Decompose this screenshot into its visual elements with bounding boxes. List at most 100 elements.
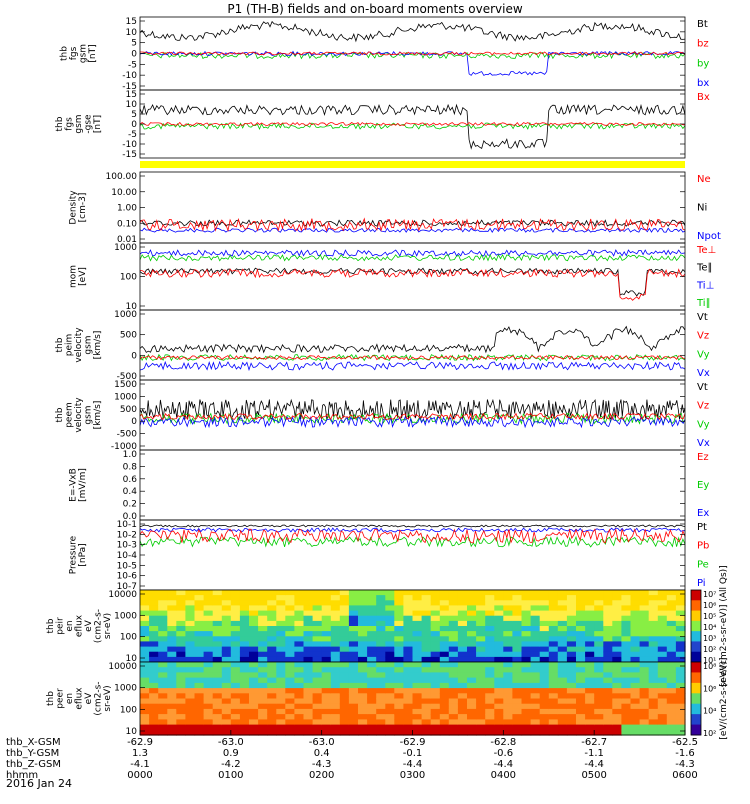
spectrogram-cell <box>140 672 150 679</box>
spectrogram-cell <box>612 724 622 731</box>
spectrogram-cell <box>348 677 359 684</box>
spectrogram-cell <box>303 667 314 673</box>
spectrogram-cell <box>358 708 368 715</box>
spectrogram-cell <box>358 698 368 705</box>
spectrogram-cell <box>566 667 577 673</box>
spectrogram-cell <box>348 688 359 694</box>
spectrogram-cell <box>603 636 613 642</box>
spectrogram-cell <box>149 677 159 684</box>
spectrogram-cell <box>503 626 513 632</box>
spectrogram-cell <box>666 714 677 720</box>
spectrogram-cell <box>639 662 650 668</box>
spectrogram-cell <box>476 693 486 700</box>
spectrogram-cell <box>239 724 250 731</box>
spectrogram-cell <box>530 615 541 622</box>
spectrogram-cell <box>621 703 632 710</box>
spectrogram-cell <box>330 626 341 632</box>
spectrogram-cell <box>476 708 486 715</box>
spectrogram-cell <box>603 595 613 601</box>
spectrogram-cell <box>603 698 613 705</box>
spectrogram-cell <box>412 615 423 622</box>
spectrogram-cell <box>657 662 668 668</box>
y-tick-label: 1000 <box>114 611 137 621</box>
spectrogram-cell <box>276 651 286 658</box>
spectrogram-cell <box>457 667 468 673</box>
spectrogram-cell <box>312 641 323 648</box>
spectrogram-cell <box>439 641 450 648</box>
spectrogram-cell <box>312 615 323 622</box>
spectrogram-cell <box>167 714 177 720</box>
spectrogram-cell <box>512 615 523 622</box>
spectrogram-cell <box>167 631 177 637</box>
colorbar-segment <box>691 703 701 715</box>
spectrogram-cell <box>376 708 386 715</box>
spectrogram-cell <box>657 708 668 715</box>
spectrogram-cell <box>457 636 468 642</box>
spectrogram-cell <box>512 688 523 694</box>
spectrogram-cell <box>412 682 423 689</box>
spectrogram-cell <box>576 677 586 684</box>
spectrogram-cell <box>476 729 486 736</box>
spectrogram-cell <box>448 626 459 632</box>
spectrogram-cell <box>630 719 641 726</box>
spectrogram-cell <box>666 631 677 637</box>
spectrogram-cell <box>394 656 404 663</box>
spectrogram-cell <box>394 724 404 731</box>
spectrogram-cell <box>167 662 177 668</box>
spectrogram-cell <box>657 703 668 710</box>
spectrogram-cell <box>476 688 486 694</box>
spectrogram-cell <box>149 641 159 648</box>
spectrogram-cell <box>394 682 404 689</box>
y-tick-label: 0.01 <box>117 235 137 245</box>
spectrogram-cell <box>185 693 196 700</box>
spectrogram-cell <box>657 605 668 612</box>
spectrogram-cell <box>421 693 432 700</box>
spectrogram-cell <box>657 698 668 705</box>
spectrogram-cell <box>612 626 622 632</box>
colorbar-label: [eV/(cm2-s-sr-eV)] <box>719 657 729 739</box>
spectrogram-cell <box>394 631 404 637</box>
spectrogram-cell <box>403 672 414 679</box>
spectrogram-cell <box>294 667 305 673</box>
spectrogram-cell <box>612 708 622 715</box>
y-axis-label: Pressure <box>69 535 79 574</box>
spectrogram-cell <box>376 626 386 632</box>
spectrogram-cell <box>185 662 196 668</box>
spectrogram-cell <box>494 667 504 673</box>
spectrogram-cell <box>639 590 650 596</box>
spectrogram-cell <box>312 631 323 637</box>
spectrogram-cell <box>494 590 504 596</box>
spectrogram-cell <box>476 724 486 731</box>
spectrogram-cell <box>448 641 459 648</box>
spectrogram-cell <box>548 615 559 622</box>
spectrogram-cell <box>230 590 241 596</box>
y-tick-label: 10-3 <box>117 541 137 551</box>
spectrogram-cell <box>621 708 632 715</box>
spectrogram-cell <box>276 610 286 617</box>
spectrogram-cell <box>385 600 395 606</box>
spectrogram-cell <box>612 610 622 617</box>
spectrogram-cell <box>194 662 205 668</box>
spectrogram-cell <box>621 662 632 668</box>
spectrogram-cell <box>603 641 613 648</box>
spectrogram-cell <box>276 620 286 627</box>
spectrogram-cell <box>630 662 641 668</box>
spectrogram-cell <box>448 636 459 642</box>
spectrogram-cell <box>330 693 341 700</box>
spectrogram-cell <box>503 610 513 617</box>
spectrogram-cell <box>140 688 150 694</box>
spectrogram-cell <box>494 605 504 612</box>
spectrogram-cell <box>267 672 277 679</box>
spectrogram-cell <box>194 610 205 617</box>
spectrogram-cell <box>576 615 586 622</box>
spectrogram-cell <box>657 724 668 731</box>
spectrogram-cell <box>285 615 295 622</box>
y-axis-label: mom <box>69 265 79 288</box>
spectrogram-cell <box>321 719 332 726</box>
spectrogram-cell <box>576 590 586 596</box>
spectrogram-cell <box>194 729 205 736</box>
spectrogram-cell <box>439 590 450 596</box>
spectrogram-cell <box>176 620 186 627</box>
